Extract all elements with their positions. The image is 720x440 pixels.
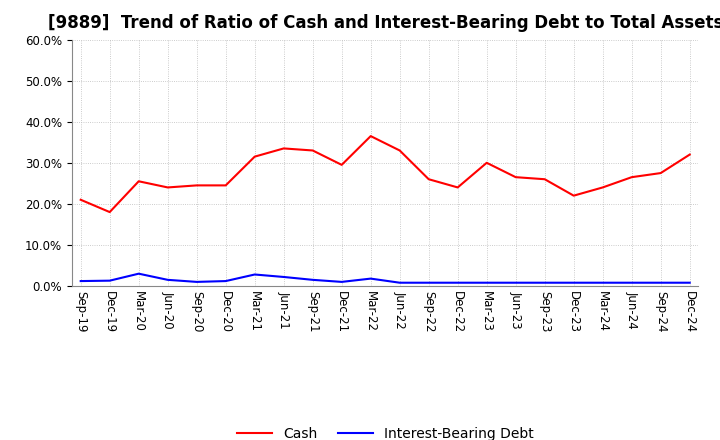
Cash xyxy=(541,176,549,182)
Cash xyxy=(657,170,665,176)
Interest-Bearing Debt xyxy=(598,280,607,286)
Interest-Bearing Debt xyxy=(685,280,694,286)
Interest-Bearing Debt xyxy=(308,277,317,282)
Interest-Bearing Debt xyxy=(279,274,288,279)
Title: [9889]  Trend of Ratio of Cash and Interest-Bearing Debt to Total Assets: [9889] Trend of Ratio of Cash and Intere… xyxy=(48,15,720,33)
Cash xyxy=(163,185,172,190)
Cash xyxy=(627,175,636,180)
Line: Cash: Cash xyxy=(81,136,690,212)
Cash xyxy=(685,152,694,157)
Cash xyxy=(366,133,375,139)
Cash xyxy=(279,146,288,151)
Cash xyxy=(598,185,607,190)
Cash xyxy=(511,175,520,180)
Legend: Cash, Interest-Bearing Debt: Cash, Interest-Bearing Debt xyxy=(231,421,539,440)
Interest-Bearing Debt xyxy=(570,280,578,286)
Interest-Bearing Debt xyxy=(163,277,172,282)
Cash xyxy=(76,197,85,202)
Interest-Bearing Debt xyxy=(511,280,520,286)
Cash xyxy=(251,154,259,159)
Interest-Bearing Debt xyxy=(76,279,85,284)
Interest-Bearing Debt xyxy=(424,280,433,286)
Cash xyxy=(482,160,491,165)
Interest-Bearing Debt xyxy=(657,280,665,286)
Interest-Bearing Debt xyxy=(135,271,143,276)
Interest-Bearing Debt xyxy=(482,280,491,286)
Cash xyxy=(395,148,404,153)
Interest-Bearing Debt xyxy=(338,279,346,285)
Line: Interest-Bearing Debt: Interest-Bearing Debt xyxy=(81,274,690,283)
Cash xyxy=(135,179,143,184)
Cash xyxy=(454,185,462,190)
Cash xyxy=(570,193,578,198)
Interest-Bearing Debt xyxy=(395,280,404,286)
Interest-Bearing Debt xyxy=(366,276,375,281)
Cash xyxy=(192,183,201,188)
Cash xyxy=(105,209,114,215)
Cash xyxy=(221,183,230,188)
Cash xyxy=(424,176,433,182)
Interest-Bearing Debt xyxy=(105,278,114,283)
Interest-Bearing Debt xyxy=(454,280,462,286)
Cash xyxy=(338,162,346,168)
Interest-Bearing Debt xyxy=(627,280,636,286)
Cash xyxy=(308,148,317,153)
Interest-Bearing Debt xyxy=(192,279,201,285)
Interest-Bearing Debt xyxy=(221,279,230,284)
Interest-Bearing Debt xyxy=(541,280,549,286)
Interest-Bearing Debt xyxy=(251,272,259,277)
